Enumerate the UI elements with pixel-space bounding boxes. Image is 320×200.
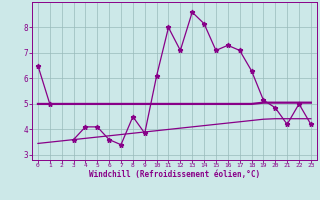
X-axis label: Windchill (Refroidissement éolien,°C): Windchill (Refroidissement éolien,°C) [89,170,260,179]
